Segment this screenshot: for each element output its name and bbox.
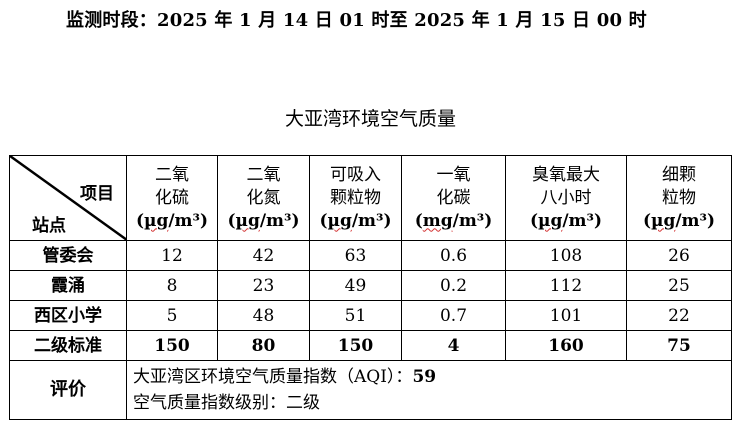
table-cell: 112 — [505, 270, 627, 301]
page-title: 大亚湾环境空气质量 — [284, 108, 456, 130]
table-cell: 23 — [217, 270, 310, 301]
corner-station-label: 站点 — [32, 216, 66, 236]
evaluation-text: 大亚湾区环境空气质量指数（AQI）：59 空气质量指数级别：二级 — [126, 360, 732, 420]
table-cell: 51 — [309, 300, 402, 331]
standard-value: 80 — [217, 330, 310, 361]
standard-value: 4 — [401, 330, 506, 361]
column-header-pm25: 细颗 粒物 (µg/m³) — [626, 155, 732, 241]
table-cell: 12 — [126, 240, 218, 271]
table-row: 管委会 12 42 63 0.6 108 26 — [9, 240, 732, 271]
standard-label: 二级标准 — [9, 330, 127, 361]
diagonal-divider — [10, 156, 127, 240]
evaluation-row: 评价 大亚湾区环境空气质量指数（AQI）：59 空气质量指数级别：二级 — [9, 360, 732, 420]
table-row: 霞涌 8 23 49 0.2 112 25 — [9, 270, 732, 301]
column-header-so2: 二氧 化硫 (µg/m³) — [126, 155, 218, 241]
table-cell: 5 — [126, 300, 218, 331]
standard-row: 二级标准 150 80 150 4 160 75 — [9, 330, 732, 361]
standard-value: 75 — [626, 330, 732, 361]
aqi-level: 空气质量指数级别：二级 — [133, 393, 320, 413]
station-name: 霞涌 — [9, 270, 127, 301]
aqi-value: 59 — [412, 367, 437, 387]
table-cell: 0.6 — [401, 240, 506, 271]
table-cell: 108 — [505, 240, 627, 271]
table-row: 西区小学 5 48 51 0.7 101 22 — [9, 300, 732, 331]
table-cell: 101 — [505, 300, 627, 331]
aqi-label: 大亚湾区环境空气质量指数（AQI）： — [133, 367, 413, 387]
table-cell: 25 — [626, 270, 732, 301]
air-quality-table: 项目 站点 二氧 化硫 (µg/m³) 二氧 化氮 (µg/m³) 可吸入 颗粒物 (… — [9, 155, 732, 420]
table-cell: 0.7 — [401, 300, 506, 331]
standard-value: 150 — [309, 330, 402, 361]
table-cell: 22 — [626, 300, 732, 331]
header-row: 项目 站点 二氧 化硫 (µg/m³) 二氧 化氮 (µg/m³) 可吸入 颗粒物 (… — [9, 155, 732, 241]
column-header-co: 一氧 化碳 (mg/m³) — [401, 155, 506, 241]
evaluation-label: 评价 — [9, 360, 127, 420]
corner-item-label: 项目 — [80, 184, 114, 204]
table-cell: 48 — [217, 300, 310, 331]
station-name: 西区小学 — [9, 300, 127, 331]
table-cell: 0.2 — [401, 270, 506, 301]
table-cell: 8 — [126, 270, 218, 301]
column-header-o3-8h: 臭氧最大 八小时 (µg/m³) — [505, 155, 627, 241]
column-header-no2: 二氧 化氮 (µg/m³) — [217, 155, 310, 241]
standard-value: 160 — [505, 330, 627, 361]
monitoring-period: 监测时段：2025 年 1 月 14 日 01 时至 2025 年 1 月 15… — [66, 10, 647, 31]
table-cell: 42 — [217, 240, 310, 271]
table-cell: 26 — [626, 240, 732, 271]
standard-value: 150 — [126, 330, 218, 361]
table-cell: 63 — [309, 240, 402, 271]
column-header-pm10: 可吸入 颗粒物 (µg/m³) — [309, 155, 402, 241]
corner-cell: 项目 站点 — [9, 155, 127, 241]
station-name: 管委会 — [9, 240, 127, 271]
table-cell: 49 — [309, 270, 402, 301]
